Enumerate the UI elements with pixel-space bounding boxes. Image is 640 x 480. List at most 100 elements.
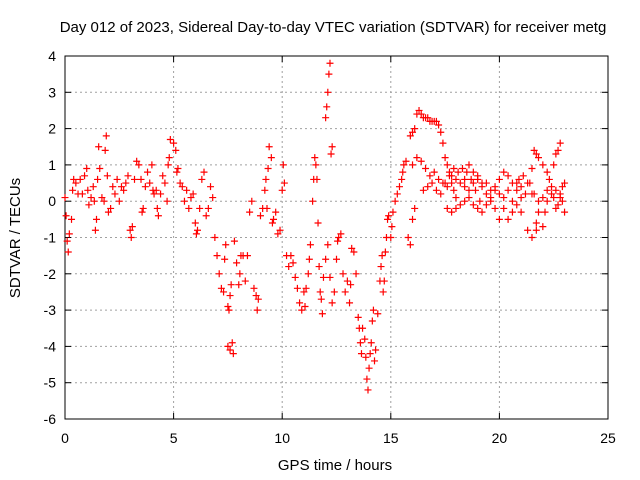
data-point xyxy=(83,165,91,173)
data-point xyxy=(228,339,236,347)
data-point xyxy=(241,277,249,285)
data-point xyxy=(369,306,377,314)
data-point xyxy=(324,88,332,96)
data-point xyxy=(374,310,382,318)
data-point xyxy=(313,175,321,183)
data-point xyxy=(371,357,379,365)
data-point xyxy=(325,70,333,78)
data-point xyxy=(65,230,73,238)
data-point xyxy=(487,186,495,194)
data-point xyxy=(404,234,412,241)
data-point xyxy=(476,197,484,205)
data-point xyxy=(545,175,553,183)
data-point xyxy=(469,179,477,187)
data-point xyxy=(385,212,393,220)
data-point xyxy=(432,186,440,194)
data-point xyxy=(443,183,451,191)
data-point xyxy=(107,204,115,212)
data-point xyxy=(72,179,80,187)
data-point xyxy=(441,154,449,162)
data-point xyxy=(304,270,312,278)
data-point xyxy=(328,143,336,151)
data-point xyxy=(215,270,223,278)
data-point xyxy=(235,281,243,289)
data-point xyxy=(491,183,499,191)
data-point xyxy=(122,179,130,187)
data-point xyxy=(343,277,351,285)
data-point xyxy=(552,204,560,212)
y-tick-label: -3 xyxy=(44,302,57,318)
data-point xyxy=(467,175,475,183)
data-point xyxy=(89,183,97,191)
x-axis-label: GPS time / hours xyxy=(278,457,392,474)
data-point xyxy=(437,128,445,136)
data-point xyxy=(176,179,184,187)
data-point xyxy=(163,197,171,205)
data-point xyxy=(174,165,182,173)
data-point xyxy=(104,208,112,216)
data-point xyxy=(173,168,181,176)
data-point xyxy=(561,179,569,187)
data-point xyxy=(221,255,229,263)
data-point xyxy=(384,215,392,223)
data-point xyxy=(317,295,325,303)
data-point xyxy=(327,150,335,158)
data-point xyxy=(326,273,334,281)
data-point xyxy=(144,168,152,176)
data-point xyxy=(402,157,410,165)
data-point xyxy=(274,230,282,238)
data-point xyxy=(161,179,169,187)
data-point xyxy=(109,183,117,191)
data-point xyxy=(554,146,562,154)
data-point xyxy=(84,186,92,194)
data-point xyxy=(515,175,523,183)
data-point xyxy=(95,143,103,151)
data-point xyxy=(233,259,241,267)
data-point xyxy=(508,208,516,216)
data-point xyxy=(452,175,460,183)
data-point xyxy=(356,339,364,347)
data-point xyxy=(196,204,204,212)
data-point xyxy=(357,350,365,358)
data-point xyxy=(513,201,521,209)
data-point xyxy=(165,154,173,162)
data-point xyxy=(372,346,380,354)
data-point xyxy=(187,194,195,202)
data-point xyxy=(322,255,330,263)
data-point xyxy=(85,201,93,209)
data-point xyxy=(236,270,244,278)
data-point xyxy=(364,386,372,394)
data-point xyxy=(548,183,556,191)
data-point xyxy=(213,252,221,260)
data-point xyxy=(487,197,495,205)
data-point xyxy=(456,179,464,187)
data-point xyxy=(124,172,132,180)
data-point xyxy=(406,241,414,249)
data-point xyxy=(409,161,417,169)
data-point xyxy=(469,168,477,176)
y-tick-label: -5 xyxy=(44,375,57,391)
data-point xyxy=(366,350,374,358)
data-point xyxy=(152,186,160,194)
data-point xyxy=(379,288,387,296)
data-point xyxy=(318,310,326,318)
data-point xyxy=(398,175,406,183)
data-point xyxy=(220,288,228,296)
data-point xyxy=(521,190,529,198)
data-point xyxy=(319,273,327,281)
data-point xyxy=(183,186,191,194)
data-point xyxy=(380,277,388,285)
data-point xyxy=(422,165,430,173)
data-point xyxy=(81,172,89,180)
data-point xyxy=(189,190,197,198)
data-point xyxy=(224,302,232,310)
data-point xyxy=(534,197,542,205)
data-point xyxy=(435,121,443,129)
data-point xyxy=(153,204,161,212)
data-point xyxy=(389,208,397,216)
data-point xyxy=(204,204,212,212)
data-point xyxy=(131,175,139,183)
y-tick-label: 0 xyxy=(48,193,56,209)
data-point xyxy=(554,201,562,209)
data-point xyxy=(229,350,237,358)
